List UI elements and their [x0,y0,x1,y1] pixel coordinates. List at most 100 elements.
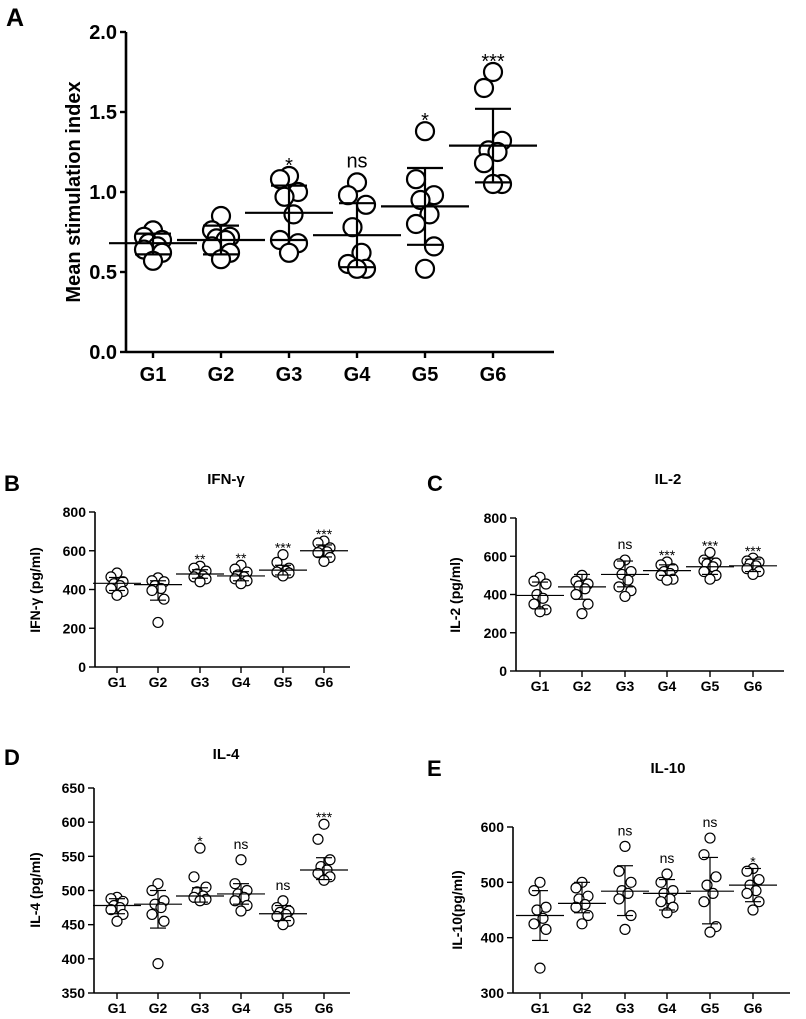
panel-D-significance-label: ns [234,836,249,852]
panel-C-x-tick-label: G6 [744,678,763,694]
panel-A-y-tick-label: 2.0 [89,22,117,44]
panel-E-significance-label: ns [703,814,718,830]
panel-D-significance-label: * [197,833,203,849]
panel-B-data-point [277,549,289,561]
panel-A-data-point [482,61,504,83]
panel-C-data-point [582,598,594,610]
panel-D-data-point [111,915,123,927]
panel-D-significance-label: *** [316,809,333,825]
panel-D-y-tick-label: 500 [62,883,86,899]
panel-A-data-point [414,258,436,279]
panel-A-x-tick-label: G6 [480,364,507,386]
panel-B-y-tick-label: 0 [78,659,86,675]
panel-A-data-point [283,204,304,225]
panel-E-y-tick-label: 600 [481,819,505,835]
panel-B-y-tick-label: 400 [63,582,87,598]
panel-C-y-tick-label: 0 [499,663,507,679]
panel-C-significance-label: ns [618,536,633,552]
panel-E-data-point [655,876,667,888]
panel-B-x-tick-label: G4 [232,674,251,690]
panel-C-x-tick-label: G3 [616,678,635,694]
panel-A-data-point [337,185,359,206]
panel-B-significance-label: ** [195,551,206,567]
panel-C-data-point [661,574,673,586]
panel-E-significance-label: * [750,853,756,869]
panel-E-y-tick-label: 300 [481,985,505,1001]
panel-D-x-tick-label: G6 [315,1000,334,1016]
panel-A-data-point [414,121,436,142]
panel-B-x-tick-label: G2 [149,674,168,690]
panel-E-data-point [619,840,631,852]
panel-D-data-point [194,842,206,854]
panel-B-y-tick-label: 800 [63,504,87,520]
panel-C-x-tick-label: G4 [658,678,677,694]
panel-C-data-point [576,608,588,620]
panel-D-data-point [324,854,336,866]
panel-E-letter: E [427,756,442,781]
panel-B-data-point [318,555,330,568]
panel-E-data-point [747,904,759,916]
panel-D-title: IL-4 [213,746,240,763]
panel-C-data-point [528,575,540,587]
panel-B-x-tick-label: G5 [274,674,293,690]
panel-D-data-point [235,854,247,866]
panel-D-y-tick-label: 400 [62,951,86,967]
panel-E-data-point [704,832,716,844]
panel-D-significance-label: ns [276,877,291,893]
panel-D-data-point [277,919,289,931]
panel-D-data-point [318,818,330,830]
panel-E-data-point [540,923,552,935]
panel-D-letter: D [4,745,20,770]
panel-E-y-tick-label: 500 [481,874,505,890]
panel-E-data-point [655,896,667,908]
panel-D-data-point [235,905,247,917]
panel-C-data-point [619,590,631,603]
panel-D-y-tick-label: 350 [62,985,86,1001]
panel-B-x-tick-label: G1 [108,674,127,690]
panel-D-x-tick-label: G4 [232,1000,251,1016]
panel-B-letter: B [4,471,20,496]
panel-D-x-tick-label: G2 [149,1000,168,1016]
panel-A-significance-label: * [421,110,429,132]
panel-E-data-point [619,923,631,935]
panel-E-x-tick-label: G1 [531,1000,550,1016]
panel-D-x-tick-label: G1 [108,1000,127,1016]
panel-C-significance-label: *** [659,547,676,563]
panel-C-y-tick-label: 600 [484,548,508,564]
panel-B-data-point [146,584,158,597]
panel-D-y-tick-label: 550 [62,848,86,864]
panel-A-data-point [423,236,445,257]
panel-A-data-point [405,169,427,190]
panel-C-data-point [704,573,716,585]
panel-E-x-tick-label: G5 [701,1000,720,1016]
panel-D-data-point [188,871,200,883]
panel-B-x-tick-label: G6 [315,674,334,690]
panel-C-x-tick-label: G5 [701,678,720,694]
panel-E-data-point [534,962,546,974]
panel-B-significance-label: *** [316,526,333,542]
panel-A-data-point [473,77,495,99]
panel-C-data-point [704,546,716,559]
panel-C-significance-label: *** [702,537,719,553]
panel-B-y-tick-label: 600 [63,543,87,559]
panel-A-data-point [405,213,427,235]
panel-B-data-point [158,593,170,605]
panel-C-title: IL-2 [655,471,682,488]
panel-E-data-point [741,887,753,900]
panel-B-x-tick-label: G3 [191,674,210,690]
panel-A-x-tick-label: G4 [344,364,372,386]
panel-A-x-tick-label: G3 [276,364,303,386]
panel-E-data-point [534,876,546,888]
panel-C-y-axis-label: IL-2 (pg/ml) [447,557,463,632]
panel-E-significance-label: ns [618,822,633,838]
panel-E-data-point [698,849,710,861]
panel-A-y-tick-label: 1.0 [89,182,117,204]
panel-C-y-tick-label: 800 [484,510,508,526]
panel-E-data-point [625,876,637,888]
panel-E-data-point [570,882,582,894]
panel-A-letter: A [6,4,24,32]
panel-E-data-point [528,918,540,930]
panel-C-data-point [540,578,552,590]
panel-E-data-point [753,873,765,886]
panel-A-y-tick-label: 1.5 [89,102,117,124]
